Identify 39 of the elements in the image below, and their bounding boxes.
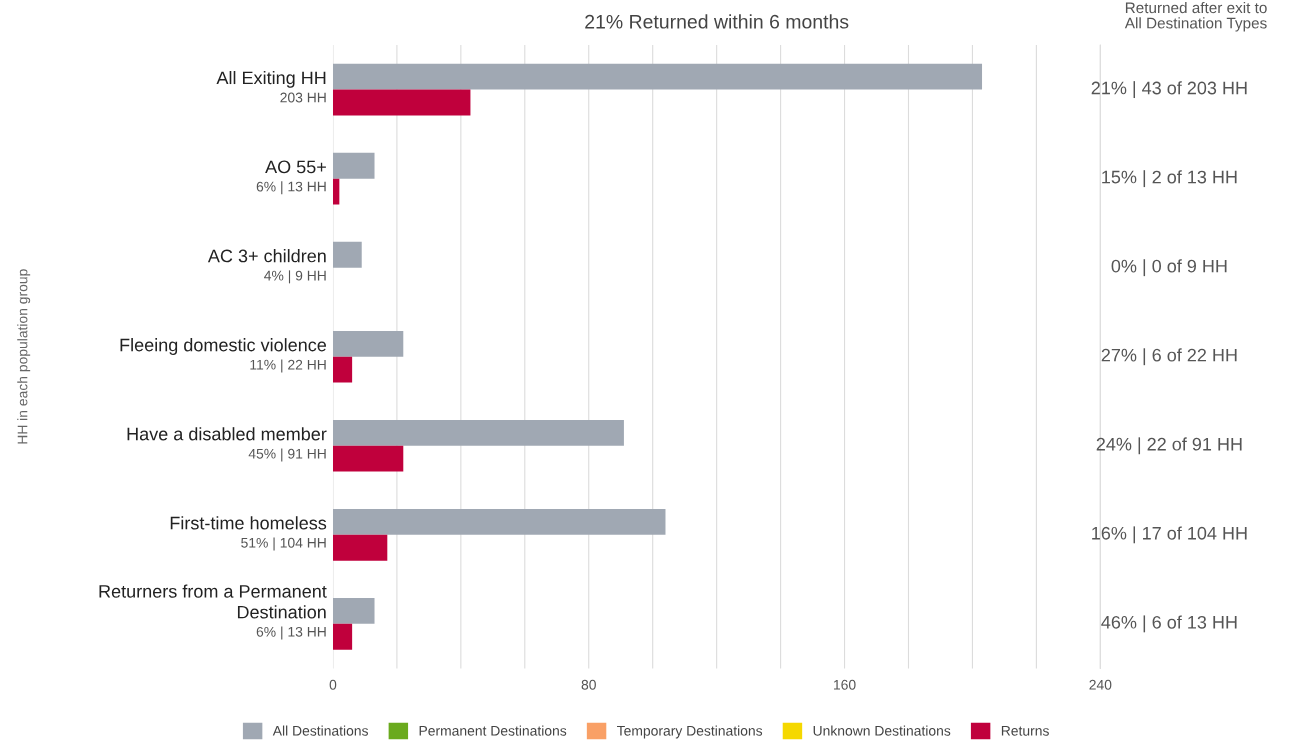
bar (332, 419, 624, 446)
x-tick-label: 160 (834, 679, 856, 690)
bar (332, 152, 375, 179)
bar (332, 623, 353, 650)
text: 15% | 2 of 13 HH (1102, 170, 1237, 188)
bar (332, 178, 340, 205)
x-tick-label: 0 (329, 679, 337, 690)
bar (332, 509, 666, 535)
text: Returned after exit to All Destination Types (1124, 1, 1267, 32)
y-tick-label: Have a disabled member 45% | 91 HH (127, 427, 327, 462)
chart-title: 21% Returned within 6 months (585, 14, 849, 29)
legend-label: Permanent Destinations (419, 725, 567, 736)
text: 46% | 6 of 13 HH (1101, 615, 1237, 633)
bar (332, 445, 404, 472)
x-tick-label: 240 (1089, 679, 1112, 690)
x-tick-label: 80 (581, 679, 596, 690)
bar (332, 241, 362, 268)
bar (332, 89, 471, 116)
bar (332, 598, 375, 624)
legend-label: Temporary Destinations (617, 725, 763, 739)
y-tick-label: Returners from a Permanent Destination 6% | 13 HH (99, 584, 327, 640)
y-axis-title: HH in each population group (17, 269, 31, 444)
bar (332, 330, 404, 357)
y-tick-label: All Exiting HH 203 HH (216, 70, 326, 103)
legend-label: All Destinations (272, 725, 368, 736)
y-tick-label: AO 55+ 6% | 13 HH (256, 160, 326, 195)
y-tick-label: AC 3+ children 4% | 9 HH (207, 249, 326, 284)
y-tick-label: Fleeing domestic violence 11% | 22 HH (120, 338, 327, 373)
annotation: 16% | 17 of 104 HH (1092, 526, 1247, 544)
annotation: 24% | 22 of 91 HH (1096, 437, 1242, 455)
legend-label: Returns (1001, 726, 1049, 736)
legend-label: Unknown Destinations (813, 725, 951, 736)
bar (332, 534, 388, 561)
annotation: 21% | 43 of 203 HH (1091, 81, 1247, 99)
text: 0% | 0 of 9 HH (1111, 259, 1227, 277)
y-tick-label: First-time homeless 51% | 104 HH (170, 516, 327, 551)
bar (332, 63, 983, 90)
text: 27% | 6 of 22 HH (1101, 348, 1237, 366)
bar (332, 356, 353, 383)
